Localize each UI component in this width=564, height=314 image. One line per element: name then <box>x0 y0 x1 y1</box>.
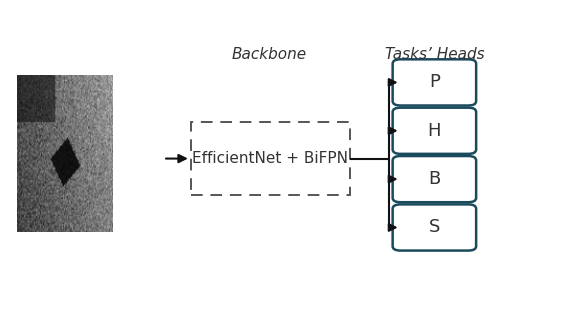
Text: Backbone: Backbone <box>232 47 307 62</box>
Text: Tasks’ Heads: Tasks’ Heads <box>385 47 484 62</box>
Text: S: S <box>429 219 440 236</box>
Text: EfficientNet + BiFPN: EfficientNet + BiFPN <box>192 151 349 166</box>
FancyBboxPatch shape <box>191 122 350 195</box>
FancyBboxPatch shape <box>393 108 476 154</box>
Text: B: B <box>428 170 440 188</box>
FancyBboxPatch shape <box>393 204 476 251</box>
FancyBboxPatch shape <box>393 156 476 202</box>
FancyBboxPatch shape <box>393 59 476 106</box>
Text: H: H <box>428 122 441 140</box>
Text: P: P <box>429 73 440 91</box>
